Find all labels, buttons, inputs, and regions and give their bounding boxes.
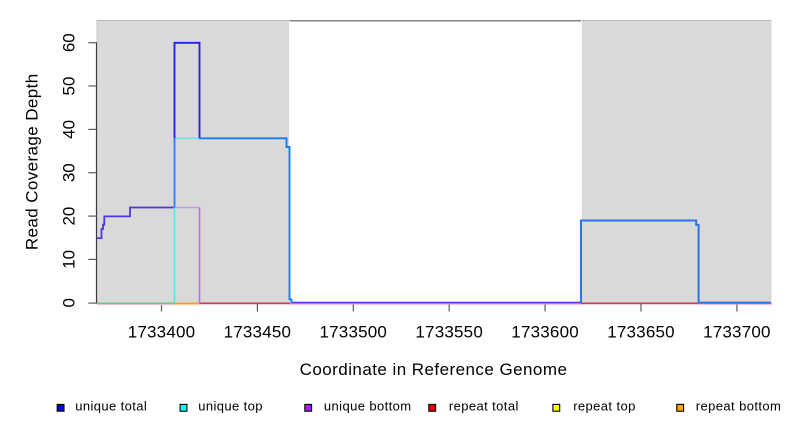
svg-text:repeat top: repeat top bbox=[573, 399, 636, 414]
svg-text:unique top: unique top bbox=[198, 399, 263, 414]
svg-text:1733500: 1733500 bbox=[320, 323, 388, 342]
svg-text:1733550: 1733550 bbox=[415, 323, 483, 342]
svg-text:1733600: 1733600 bbox=[511, 323, 579, 342]
svg-text:Coordinate in Reference Genome: Coordinate in Reference Genome bbox=[300, 360, 568, 379]
svg-text:40: 40 bbox=[60, 120, 79, 139]
svg-text:1733450: 1733450 bbox=[224, 323, 292, 342]
svg-text:10: 10 bbox=[60, 250, 79, 269]
svg-text:unique total: unique total bbox=[75, 399, 147, 414]
svg-text:30: 30 bbox=[60, 163, 79, 182]
svg-text:unique bottom: unique bottom bbox=[324, 399, 412, 414]
svg-text:0: 0 bbox=[60, 298, 79, 307]
svg-text:1733700: 1733700 bbox=[703, 323, 771, 342]
svg-text:60: 60 bbox=[60, 33, 79, 52]
svg-text:1733400: 1733400 bbox=[128, 323, 196, 342]
svg-text:Read Coverage Depth: Read Coverage Depth bbox=[22, 73, 41, 250]
svg-text:repeat bottom: repeat bottom bbox=[696, 399, 781, 414]
svg-text:50: 50 bbox=[60, 77, 79, 96]
svg-text:20: 20 bbox=[60, 207, 79, 226]
svg-text:1733650: 1733650 bbox=[607, 323, 675, 342]
svg-text:repeat total: repeat total bbox=[449, 399, 519, 414]
